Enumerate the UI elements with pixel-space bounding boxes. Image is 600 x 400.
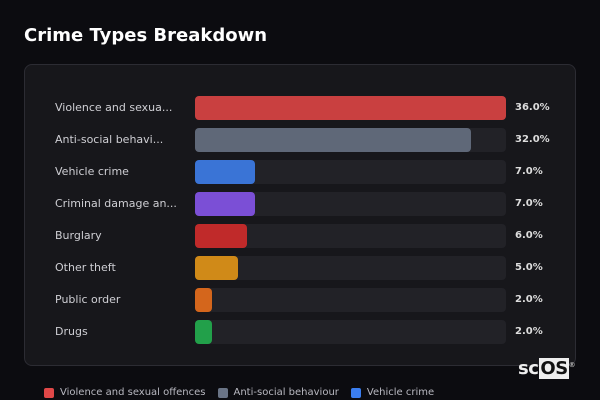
legend-item[interactable]: Vehicle crime [350,387,435,398]
legend-label: Anti-social behaviour [233,387,339,398]
value-label: 7.0% [515,166,543,177]
category-label: Violence and sexua... [55,101,173,114]
bar-track [195,192,506,216]
bar-row: Public order 2.0% [25,288,577,312]
category-label: Vehicle crime [55,165,129,178]
bar[interactable] [195,192,256,216]
value-label: 2.0% [515,326,543,337]
bar[interactable] [195,128,472,152]
bar-track [195,224,506,248]
bar-track [195,320,506,344]
category-label: Drugs [55,325,88,338]
legend-label: Violence and sexual offences [60,387,206,398]
category-label: Criminal damage an... [55,197,177,210]
bar-row: Other theft 5.0% [25,256,577,280]
legend-item[interactable]: Anti-social behaviour [217,387,339,398]
bar[interactable] [195,256,239,280]
bar-row: Violence and sexua... 36.0% [25,96,577,120]
value-label: 2.0% [515,294,543,305]
legend: Violence and sexual offences Anti-social … [44,387,434,398]
logo-text-a: sc [518,358,539,379]
bar[interactable] [195,160,256,184]
logo-mark: ® [568,361,576,369]
bar[interactable] [195,96,506,120]
bar-track [195,256,506,280]
value-label: 5.0% [515,262,543,273]
value-label: 6.0% [515,230,543,241]
bar[interactable] [195,288,213,312]
bar-track [195,160,506,184]
bar[interactable] [195,320,213,344]
value-label: 36.0% [515,102,550,113]
legend-label: Vehicle crime [366,387,435,398]
bar-row: Vehicle crime 7.0% [25,160,577,184]
category-label: Anti-social behavi... [55,133,164,146]
category-label: Other theft [55,261,116,274]
legend-item[interactable]: Violence and sexual offences [44,387,206,398]
legend-swatch [44,387,54,398]
page-title: Crime Types Breakdown [24,25,268,46]
value-label: 7.0% [515,198,543,209]
value-label: 32.0% [515,134,550,145]
bar-row: Anti-social behavi... 32.0% [25,128,577,152]
category-label: Burglary [55,229,102,242]
bar-row: Burglary 6.0% [25,224,577,248]
bar-track [195,96,506,120]
category-label: Public order [55,293,121,306]
bar-track [195,128,506,152]
bar-track [195,288,506,312]
legend-swatch [350,387,361,398]
chart-card: Violence and sexua... 36.0% Anti-social b… [24,64,576,366]
legend-swatch [217,387,228,398]
bar-row: Criminal damage an... 7.0% [25,192,577,216]
logo: sc OS® [517,358,576,379]
bar-row: Drugs 2.0% [25,320,577,344]
logo-text-b: OS [539,358,569,379]
bar[interactable] [195,224,247,248]
